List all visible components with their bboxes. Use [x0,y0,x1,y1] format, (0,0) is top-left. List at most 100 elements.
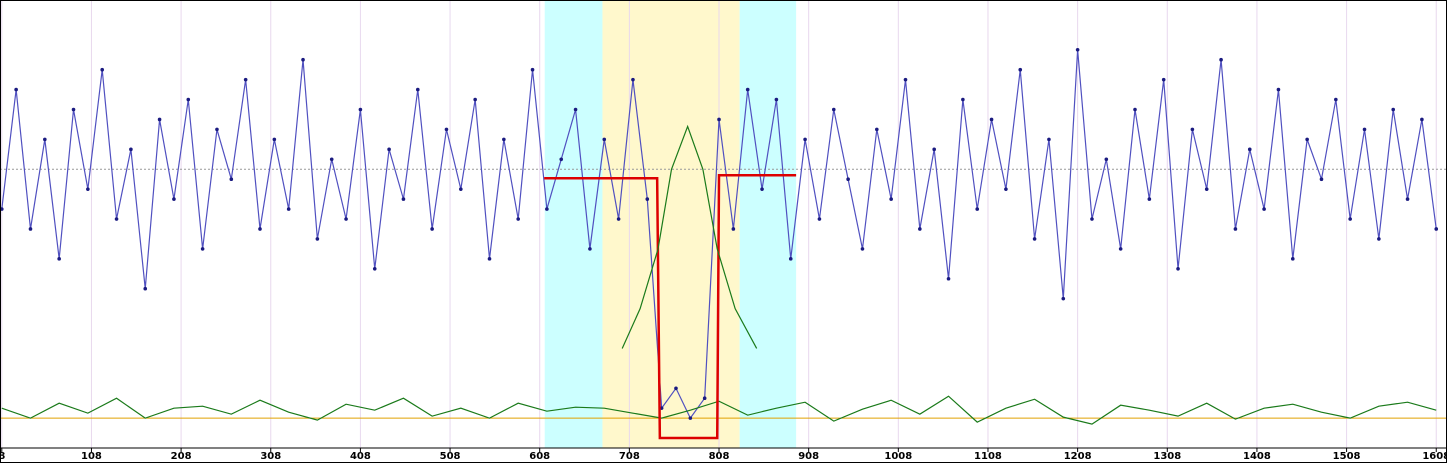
data-point [903,77,908,82]
data-point [129,147,133,152]
region [544,0,603,448]
data-point [573,107,578,112]
data-point [157,117,162,122]
data-point [588,247,592,251]
x-tick-label: 108 [81,451,102,462]
data-point [430,227,434,231]
x-tick-label: 1608 [1422,451,1447,462]
x-tick-label: 708 [619,451,640,462]
data-point [1176,267,1180,271]
data-point [215,127,219,132]
data-point [272,137,277,142]
data-point [401,197,406,201]
data-point [1204,187,1209,191]
data-point [702,396,707,401]
data-point [415,87,420,92]
data-point [28,227,33,231]
data-point [946,276,951,281]
data-point [817,217,822,221]
series-line [544,173,797,440]
data-point [831,107,836,112]
data-point [57,257,61,261]
data-point [774,97,779,102]
data-point [616,217,621,221]
data-point [1104,157,1109,162]
data-point [86,187,90,191]
data-point [961,97,965,102]
data-point [258,227,262,231]
x-tick-label: 508 [440,451,461,462]
data-point [745,87,750,92]
data-point [559,157,564,162]
data-point [1061,296,1066,301]
data-point [329,157,334,162]
data-point [229,177,234,181]
data-point [1161,77,1166,82]
series-line [1,395,1437,425]
data-point [1219,57,1223,62]
data-point [1075,47,1080,52]
data-point [889,197,893,201]
data-point [975,207,980,211]
data-point [473,97,477,102]
x-tick-label: 8 [0,451,5,462]
data-point [875,127,879,132]
data-point [301,57,305,62]
data-point [372,267,377,271]
data-point [243,77,248,82]
x-tick-label: 1208 [1064,451,1092,462]
data-point [717,117,721,122]
x-tick-label: 1108 [974,451,1002,462]
data-point [200,247,205,251]
data-point [387,147,391,152]
data-point [1190,127,1195,132]
x-tick-label: 1308 [1153,451,1181,462]
data-point [315,237,320,241]
data-point [530,67,535,72]
data-point [1305,137,1309,142]
data-point [1391,107,1396,112]
x-tick-label: 608 [529,451,550,462]
data-point [71,107,76,112]
data-point [1334,97,1338,102]
data-point [143,286,148,291]
data-point [1262,207,1266,211]
data-point [1420,117,1424,122]
data-point [1147,197,1152,201]
data-point [846,177,850,181]
x-tick-label: 408 [350,451,371,462]
data-point [1233,227,1238,231]
data-point [731,227,736,231]
x-tick-label: 1008 [884,451,912,462]
data-point [1377,237,1381,241]
data-point [631,77,635,82]
data-point [1348,217,1352,221]
x-axis-bar [0,448,1447,463]
data-point [1118,247,1123,251]
data-point [1004,187,1008,191]
data-point [186,97,191,102]
data-point [344,217,348,221]
data-point [1290,257,1295,261]
data-point [100,67,105,72]
x-tick-label: 808 [709,451,730,462]
data-point [788,257,793,261]
data-point [918,227,922,231]
data-point [1405,197,1410,201]
data-point [1018,67,1023,72]
data-point [1090,217,1094,221]
data-point [502,137,506,142]
x-tick-label: 1508 [1333,451,1361,462]
data-point [1276,87,1281,92]
data-point [516,217,520,221]
data-point [286,207,291,211]
data-point [14,87,18,92]
data-point [545,207,549,211]
data-point [602,137,607,142]
data-point [1133,107,1137,112]
data-point [760,187,764,191]
data-point [114,217,119,221]
data-point [43,137,47,142]
data-point [1362,127,1367,132]
